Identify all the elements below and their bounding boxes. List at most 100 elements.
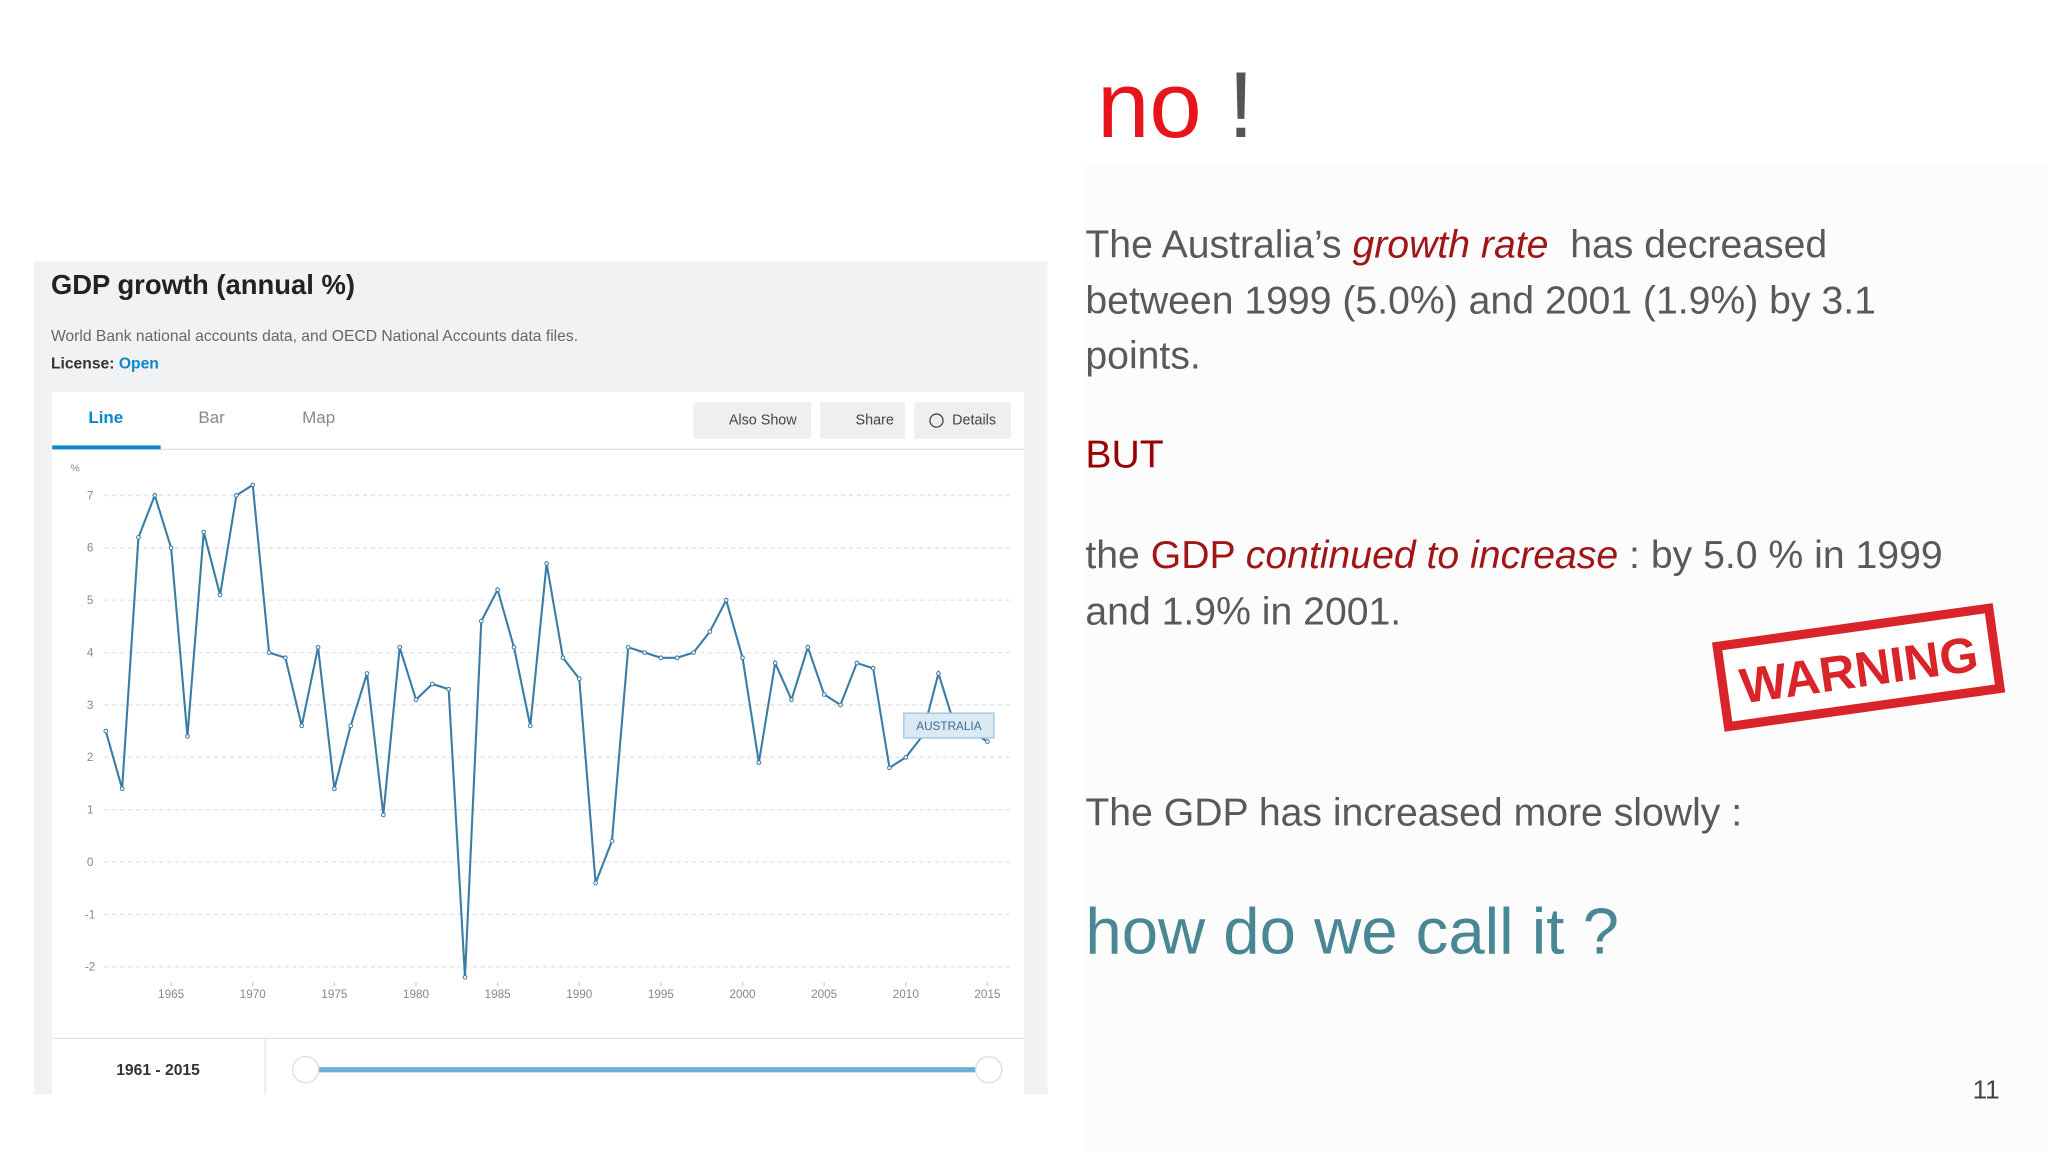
license-link[interactable]: Open [119,355,159,372]
point [478,618,484,624]
plot: -2 -1 0 1 2 3 4 5 6 7 1965 1970 1975 1980 1985 1990 1995… [85,482,1011,1001]
page-number: 11 [1973,1074,2000,1104]
slider-handle[interactable] [975,1055,1003,1084]
warning-stamp: WARNING [1712,603,2006,732]
paragraph-line: points. [1085,334,1200,377]
point [789,697,794,703]
range-label: 1961 - 2015 [116,1062,200,1079]
point [887,765,892,771]
tab[interactable]: Bar [198,408,225,427]
paragraph: The Australia’s growth rate has decrease… [1085,223,1827,266]
x-tick-label: 1965 [158,988,185,1001]
point [136,534,141,540]
point [380,812,386,818]
but: BUT [1085,434,1163,477]
paragraph-line: between 1999 (5.0%) and 2001 (1.9%) by 3… [1085,279,1876,322]
point [821,692,827,697]
point [544,561,549,566]
text-run: continued to increase [1246,534,1618,577]
point [838,702,843,708]
x-tick-label: 2015 [974,988,1001,1001]
point [854,660,860,666]
slider-handle[interactable] [291,1055,320,1084]
point [413,697,419,703]
point [201,529,207,535]
point [723,597,729,603]
point [364,671,370,676]
y-tick-label: -2 [85,961,95,974]
point [609,838,615,844]
point [119,786,125,792]
point [756,760,762,765]
x-tick-label: 2010 [893,988,920,1001]
point [740,655,745,661]
point [593,880,598,886]
point [936,671,941,676]
tab-underline [52,445,161,450]
range-end: 2015 [165,1062,200,1079]
button[interactable] [820,402,906,439]
y-tick-label: -1 [85,908,95,921]
point [152,493,158,498]
point [446,686,452,692]
point [103,728,109,734]
license-label: License: [51,355,115,372]
license: License: Open [51,355,159,372]
point [185,733,190,739]
x-tick-label: 1970 [240,988,267,1001]
text-run: the [1085,534,1150,577]
point [576,676,582,682]
text-run: GDP [1151,534,1246,577]
tab[interactable]: Line [88,408,123,427]
point [527,723,533,729]
series-label: AUSTRALIA [916,720,981,733]
point [707,629,713,634]
point [332,786,337,792]
chart-card [52,391,1025,1095]
series-label-box [903,712,995,739]
x-tick-label: 1995 [648,988,675,1001]
point [429,681,435,687]
point [217,592,223,598]
y-tick-label: 1 [87,804,94,817]
range-sep: - [155,1062,160,1079]
point [903,754,909,760]
point [985,739,990,744]
button-label: Also Show [729,412,797,428]
x-tick-label: 2000 [729,988,756,1001]
tab[interactable]: Map [302,408,335,427]
y-tick-label: 0 [87,856,94,869]
point [625,644,631,650]
point [674,655,680,661]
stamp-border [1712,603,2006,732]
point [805,644,811,650]
button-label: Details [952,412,996,428]
chart-title: GDP growth (annual %) [51,269,355,300]
y-unit: % [71,464,80,475]
point [250,482,256,488]
point [511,644,517,650]
point [495,587,500,593]
point [266,650,272,655]
range-start: 1961 [116,1062,151,1079]
y-tick-label: 5 [87,594,94,607]
x-tick-label: 1990 [566,988,593,1001]
button[interactable] [693,402,812,439]
y-tick-label: 4 [87,646,94,659]
y-tick-label: 2 [87,751,94,764]
chart-source: World Bank national accounts data, and O… [51,328,578,345]
x-tick-label: 1985 [485,988,512,1001]
question: how do we call it ? [1085,894,1619,967]
text-run: growth rate [1352,223,1548,266]
point [560,655,566,661]
x-tick-label: 2005 [811,988,838,1001]
paragraph: the GDP continued to increase : by 5.0 %… [1085,534,1942,577]
text-run: : by 5.0 % in 1999 [1618,534,1942,577]
paragraph: The GDP has increased more slowly : [1085,791,1742,834]
x-tick-label: 1980 [403,988,430,1001]
point [870,665,876,671]
heading-exclaim: ! [1228,52,1254,157]
point [642,650,647,655]
